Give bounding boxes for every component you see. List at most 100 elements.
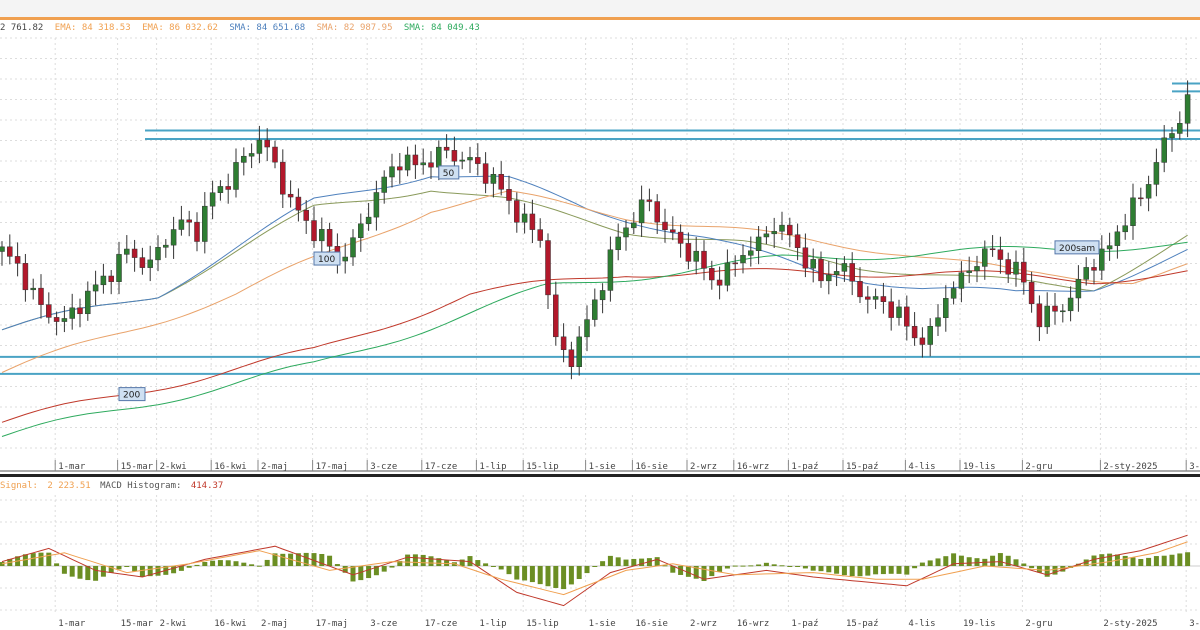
macd-hist-bar (592, 566, 598, 568)
candle-body (256, 139, 263, 154)
candle-body (467, 157, 473, 161)
ma-line-ema_fast (1, 190, 1188, 331)
macd-hist-bar (467, 556, 473, 566)
macd-pane (0, 534, 1200, 607)
signal-label: Signal: (0, 481, 38, 491)
ma-label-box (438, 165, 460, 180)
x-tick-label: 3-cze (370, 462, 397, 472)
candle-body (982, 248, 988, 267)
candle-body (482, 163, 489, 184)
ma-line-sma100 (1, 190, 1188, 373)
macd-hist-bar (280, 553, 286, 566)
candle-body (802, 247, 809, 269)
candle-body (217, 186, 224, 193)
macd-hist-bar (506, 566, 512, 575)
macd-hist-bar (436, 558, 442, 566)
candle-body (654, 201, 660, 223)
macd-hist-bar (319, 553, 325, 566)
macd-hist-bar (756, 564, 762, 566)
macd-x-tick-label: 1-sie (589, 619, 616, 629)
macd-hist-bar (397, 560, 403, 566)
macd-hist-bar (1153, 556, 1159, 566)
candle-body (397, 166, 403, 171)
candle-body (420, 162, 426, 166)
macd-hist-bar (927, 560, 933, 566)
macd-hist-bar (132, 566, 138, 572)
macd-x-tick-label: 16-sie (635, 619, 668, 629)
candle-body (280, 161, 286, 195)
macd-hist-bar (1146, 557, 1152, 566)
candle-body (241, 155, 247, 163)
candle-body (22, 263, 29, 291)
macd-hist-bar (412, 554, 418, 566)
x-tick-label: 16-sie (635, 462, 668, 472)
candle-body (615, 236, 621, 251)
macd-hist-bar (1036, 566, 1042, 573)
macd-hist-bar (701, 566, 707, 582)
macd-x-tick-label: 3-lut (1189, 619, 1200, 629)
macd-hist-bar (295, 553, 301, 566)
macd-hist-bar (935, 558, 941, 566)
macd-hist-bar (717, 566, 723, 572)
macd-x-tick-label: 4-lis (908, 619, 935, 629)
macd-hist-bar (763, 562, 769, 566)
pane-separator[interactable] (0, 474, 1200, 477)
candle-body (1060, 310, 1066, 313)
candle-body (350, 237, 356, 258)
top-accent-line (0, 17, 1200, 20)
candle-body (1052, 305, 1058, 312)
macd-x-tick-label: 2-sty-2025 (1103, 619, 1157, 629)
moving-averages (1, 175, 1188, 437)
x-tick-label: 1-paź (791, 462, 818, 472)
macd-hist-value: 414.37 (191, 481, 224, 491)
x-tick-label: 2-wrz (690, 462, 717, 472)
candle-body (553, 294, 559, 338)
candle-body (0, 246, 5, 252)
legend-sma-2: SMA: 82 987.95 (317, 23, 393, 33)
macd-hist-bar (1122, 555, 1128, 566)
macd-hist-label: MACD Histogram: (100, 481, 181, 491)
candle-body (1067, 297, 1074, 312)
candle-body (77, 307, 83, 315)
macd-x-tick-label: 2-gru (1025, 619, 1052, 629)
candle-body (225, 186, 231, 190)
candle-body (1130, 197, 1136, 226)
top-bar (0, 0, 1200, 17)
candle-body (670, 229, 676, 233)
macd-hist-bar (514, 566, 520, 580)
candle-body (124, 248, 130, 255)
macd-hist-bar (951, 553, 957, 566)
macd-hist-bar (810, 566, 816, 571)
candle-body (490, 174, 497, 184)
macd-hist-bar (1185, 552, 1191, 566)
candle-body (826, 274, 832, 282)
candle-body (61, 318, 68, 322)
candle-body (818, 259, 824, 282)
macd-hist-bar (787, 566, 793, 567)
macd-x-tick-label: 3-cze (370, 619, 397, 629)
candle-body (436, 146, 442, 168)
macd-hist-bar (475, 560, 481, 566)
macd-hist-bar (178, 566, 184, 571)
macd-hist-bar (553, 566, 559, 588)
macd-hist-bar (724, 566, 730, 569)
macd-hist-bar (389, 566, 395, 568)
price-grid (0, 37, 1200, 465)
candle-body (209, 192, 216, 207)
candle-body (85, 290, 91, 315)
macd-hist-bar (405, 554, 411, 566)
horizontal-levels[interactable] (0, 82, 1200, 375)
ma-label-text: 100 (318, 255, 335, 265)
candle-body (1106, 245, 1113, 250)
candle-body (342, 256, 348, 262)
macd-x-tick-label: 17-cze (425, 619, 458, 629)
macd-hist-bar (537, 566, 543, 585)
x-tick-label: 17-maj (316, 462, 349, 472)
macd-x-tick-label: 1-paź (791, 619, 818, 629)
candle-body (116, 254, 122, 282)
candle-body (966, 270, 972, 273)
macd-hist-bar (225, 560, 231, 566)
signal-value: 2 223.51 (47, 481, 90, 491)
candle-body (1114, 231, 1121, 246)
